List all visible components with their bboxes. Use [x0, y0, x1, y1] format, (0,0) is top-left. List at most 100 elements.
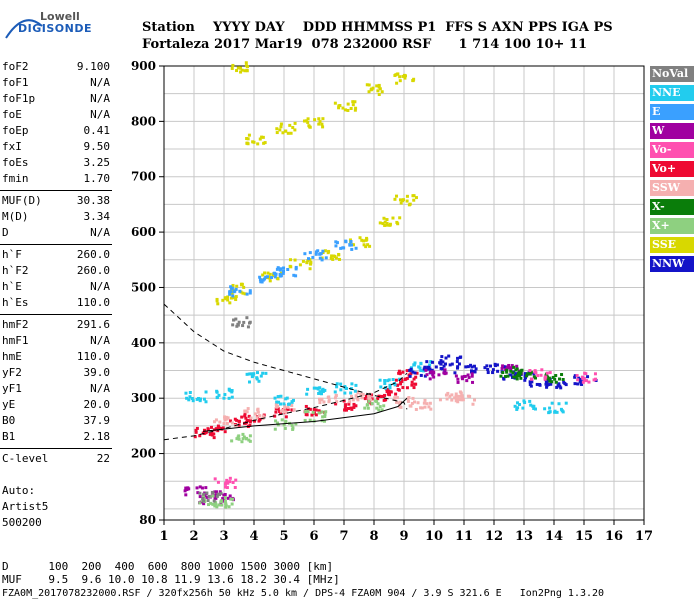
data-point [339, 382, 343, 386]
legend-e: E [650, 104, 694, 120]
data-point [235, 324, 239, 328]
data-point [471, 402, 475, 406]
data-point [536, 374, 540, 378]
data-point [245, 418, 249, 422]
data-point [320, 122, 324, 126]
data-point [532, 406, 536, 410]
data-point [243, 412, 247, 416]
param-key: yF1 [2, 382, 22, 395]
data-point [278, 128, 282, 132]
data-point [432, 370, 436, 374]
legend-vo: Vo- [650, 142, 694, 158]
data-point [584, 379, 588, 383]
data-point [422, 367, 426, 371]
data-point [406, 397, 410, 401]
param-key: hmF1 [2, 334, 29, 347]
data-point [258, 275, 262, 279]
data-point [365, 237, 369, 241]
data-point [263, 271, 267, 275]
data-point [286, 405, 290, 409]
data-point [240, 440, 244, 444]
data-point [184, 493, 188, 497]
data-point [350, 382, 354, 386]
data-point [229, 296, 233, 300]
data-point [222, 396, 226, 400]
data-point [411, 79, 415, 83]
data-point [333, 101, 337, 105]
data-point [573, 382, 577, 386]
data-point [335, 400, 339, 404]
data-point [317, 409, 321, 413]
data-point [346, 102, 350, 106]
data-point [401, 386, 405, 390]
data-point [334, 402, 338, 406]
param-fxi: fxI 9.50 [2, 140, 110, 154]
data-point [198, 434, 202, 438]
data-point [408, 368, 412, 372]
data-point [378, 378, 382, 382]
data-point [321, 415, 325, 419]
data-point [294, 265, 298, 269]
data-point [384, 386, 388, 390]
data-point [235, 69, 239, 73]
data-point [428, 401, 432, 405]
data-point [395, 81, 399, 85]
data-point [323, 419, 327, 423]
data-point [246, 325, 250, 329]
data-point [314, 252, 318, 256]
data-point [353, 389, 357, 393]
data-point [376, 402, 380, 406]
data-point [347, 402, 351, 406]
data-point [515, 377, 519, 381]
param-ye: yE 20.0 [2, 398, 110, 412]
data-point [360, 396, 364, 400]
data-point [284, 397, 288, 401]
data-point [438, 361, 442, 365]
data-point [397, 371, 401, 375]
data-point [306, 120, 310, 124]
data-point [349, 106, 353, 110]
data-point [532, 372, 536, 376]
data-point [378, 87, 382, 91]
data-point [319, 392, 323, 396]
data-point [354, 106, 358, 110]
data-point [294, 274, 298, 278]
data-point [280, 418, 284, 422]
data-point [397, 369, 401, 373]
data-point [238, 66, 242, 70]
data-point [241, 324, 245, 328]
data-point [393, 397, 397, 401]
param-value: 30.38 [76, 194, 110, 207]
data-point [252, 372, 256, 376]
data-point [442, 371, 446, 375]
data-point [448, 394, 452, 398]
x-tick-label: 12 [485, 529, 503, 544]
data-point [225, 478, 229, 482]
data-point [408, 374, 412, 378]
data-point [382, 216, 386, 220]
data-point [322, 400, 326, 404]
data-point [248, 423, 252, 427]
data-point [245, 372, 249, 376]
data-point [278, 272, 282, 276]
data-point [213, 504, 217, 508]
data-point [391, 216, 395, 220]
data-point [202, 502, 206, 506]
data-point [267, 276, 271, 280]
data-point [355, 396, 359, 400]
data-point [244, 64, 248, 68]
data-point [576, 378, 580, 382]
param-fof1p: foF1p N/A [2, 92, 110, 106]
data-point [516, 406, 520, 410]
data-point [369, 88, 373, 92]
data-point [353, 100, 357, 104]
data-point [359, 392, 363, 396]
data-point [423, 405, 427, 409]
data-point [335, 382, 339, 386]
data-point [198, 485, 202, 489]
legend-nnw: NNW [650, 256, 694, 272]
param-value: 39.0 [83, 366, 111, 379]
data-point [293, 121, 297, 125]
data-point [234, 298, 238, 302]
data-point [317, 411, 321, 415]
